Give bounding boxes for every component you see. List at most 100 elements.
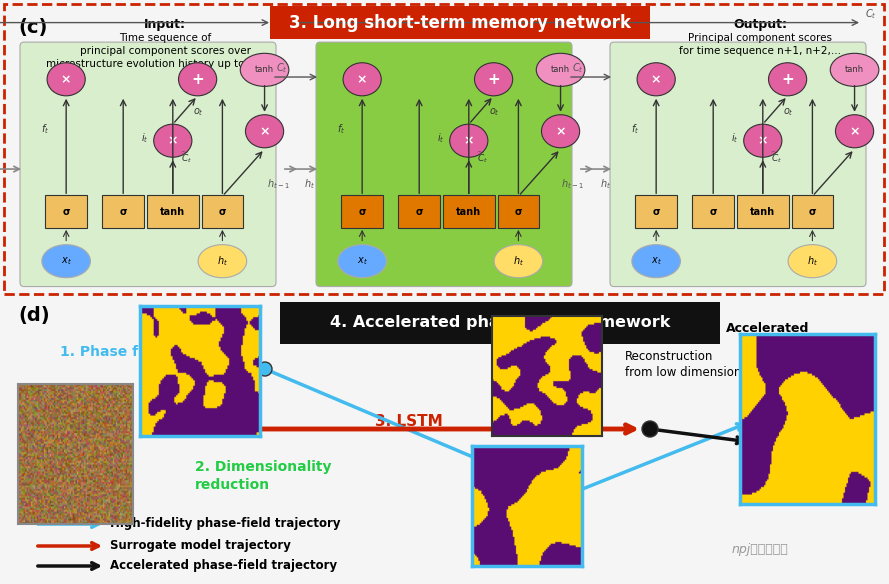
Text: $x_t$: $x_t$ [651, 255, 661, 267]
Text: Time sequence of
principal component scores over
microstructure evolution histor: Time sequence of principal component sco… [45, 33, 284, 69]
Ellipse shape [245, 114, 284, 148]
Text: σ: σ [358, 207, 366, 217]
Text: σ: σ [119, 207, 127, 217]
Text: $x_t$: $x_t$ [60, 255, 72, 267]
Text: Principal component scores
for time sequence n+1, n+2,...: Principal component scores for time sequ… [679, 33, 841, 56]
Text: $C_t$: $C_t$ [275, 7, 286, 20]
Text: $h_t$: $h_t$ [600, 178, 611, 191]
Text: ×: × [356, 73, 367, 86]
FancyBboxPatch shape [20, 42, 276, 287]
Text: $h_{t-1}$: $h_{t-1}$ [561, 178, 584, 191]
Ellipse shape [744, 124, 782, 157]
Text: σ: σ [515, 207, 522, 217]
Text: (c): (c) [18, 19, 47, 37]
Text: tanh: tanh [845, 65, 864, 74]
Ellipse shape [830, 53, 879, 86]
Text: $f_t$: $f_t$ [337, 122, 345, 136]
Ellipse shape [632, 245, 680, 278]
Text: Reconstruction
from low dimension: Reconstruction from low dimension [625, 349, 741, 378]
Text: High-fidelity phase-field trajectory: High-fidelity phase-field trajectory [110, 517, 340, 530]
Text: σ: σ [219, 207, 226, 217]
FancyBboxPatch shape [341, 195, 383, 228]
Text: $f_t$: $f_t$ [41, 122, 49, 136]
Text: $o_t$: $o_t$ [783, 106, 794, 118]
Text: $i_t$: $i_t$ [140, 131, 148, 145]
Circle shape [175, 422, 189, 436]
FancyBboxPatch shape [398, 195, 440, 228]
FancyBboxPatch shape [693, 195, 734, 228]
Text: ×: × [167, 134, 178, 147]
Text: tanh: tanh [551, 65, 570, 74]
Text: 3. LSTM: 3. LSTM [375, 413, 443, 429]
Text: $C_t$: $C_t$ [276, 61, 288, 75]
Text: $f_t$: $f_t$ [630, 122, 639, 136]
Text: 2. Dimensionality
reduction: 2. Dimensionality reduction [195, 460, 332, 492]
Text: 4. Accelerated phase-field framework: 4. Accelerated phase-field framework [330, 315, 670, 331]
Text: $h_t$: $h_t$ [807, 254, 818, 268]
Ellipse shape [475, 62, 513, 96]
Ellipse shape [788, 245, 837, 278]
Text: +: + [781, 72, 794, 87]
FancyBboxPatch shape [791, 195, 833, 228]
FancyBboxPatch shape [202, 195, 244, 228]
Text: Output:: Output: [733, 19, 787, 32]
Ellipse shape [198, 245, 247, 278]
Text: ×: × [463, 134, 474, 147]
Text: 3. Long short-term memory network: 3. Long short-term memory network [289, 13, 631, 32]
Circle shape [181, 422, 195, 436]
FancyBboxPatch shape [316, 42, 572, 287]
FancyBboxPatch shape [4, 4, 884, 294]
Text: tanh: tanh [255, 65, 274, 74]
Ellipse shape [541, 114, 580, 148]
Text: tanh: tanh [160, 207, 186, 217]
Text: σ: σ [415, 207, 423, 217]
Text: ×: × [849, 125, 860, 138]
FancyBboxPatch shape [498, 195, 540, 228]
Ellipse shape [450, 124, 488, 157]
Text: npj计算材料学: npj计算材料学 [732, 543, 789, 555]
Text: Accelerated phase-field trajectory: Accelerated phase-field trajectory [110, 559, 337, 572]
Text: $o_t$: $o_t$ [489, 106, 500, 118]
Ellipse shape [42, 245, 91, 278]
FancyBboxPatch shape [270, 6, 650, 39]
Text: 1. Phase field: 1. Phase field [60, 345, 167, 359]
Text: +: + [487, 72, 500, 87]
Text: ×: × [757, 134, 768, 147]
Text: $C_t$: $C_t$ [571, 7, 582, 20]
Text: $h_t$: $h_t$ [304, 178, 315, 191]
Text: $h_t$: $h_t$ [513, 254, 524, 268]
Text: $h_{t-1}$: $h_{t-1}$ [268, 178, 290, 191]
Text: $C_{t-1}$: $C_{t-1}$ [563, 7, 586, 20]
Ellipse shape [240, 53, 289, 86]
FancyBboxPatch shape [147, 195, 198, 228]
Text: $C_t$: $C_t$ [572, 61, 584, 75]
Text: σ: σ [653, 207, 660, 217]
FancyBboxPatch shape [102, 195, 144, 228]
Text: +: + [191, 72, 204, 87]
Text: $i_t$: $i_t$ [436, 131, 444, 145]
FancyBboxPatch shape [443, 195, 494, 228]
Text: $\widetilde{C}_t$: $\widetilde{C}_t$ [772, 150, 782, 165]
Text: $C_{t-1}$: $C_{t-1}$ [268, 7, 292, 20]
Ellipse shape [343, 62, 381, 96]
Ellipse shape [47, 62, 85, 96]
Ellipse shape [179, 62, 217, 96]
Text: $C_t$: $C_t$ [865, 7, 877, 20]
Text: tanh: tanh [456, 207, 481, 217]
Ellipse shape [338, 245, 387, 278]
Ellipse shape [768, 62, 806, 96]
FancyBboxPatch shape [45, 195, 87, 228]
Text: σ: σ [62, 207, 70, 217]
Text: $\widetilde{C}_t$: $\widetilde{C}_t$ [477, 150, 489, 165]
FancyBboxPatch shape [737, 195, 789, 228]
Text: σ: σ [709, 207, 717, 217]
Circle shape [642, 421, 658, 437]
Text: $h_t$: $h_t$ [217, 254, 228, 268]
Text: Surrogate model trajectory: Surrogate model trajectory [110, 540, 291, 552]
Text: ×: × [260, 125, 269, 138]
Circle shape [558, 489, 572, 503]
Text: $x_t$: $x_t$ [356, 255, 367, 267]
Text: Input:: Input: [144, 19, 186, 32]
Circle shape [258, 362, 272, 376]
Ellipse shape [536, 53, 585, 86]
